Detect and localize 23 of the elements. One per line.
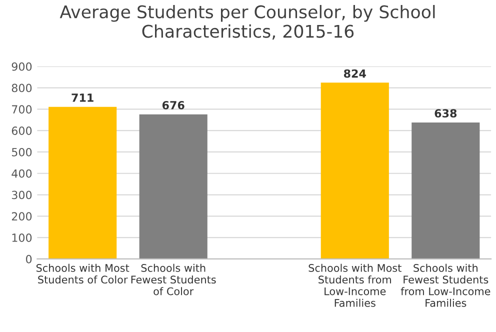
y-tick-label: 500 (12, 148, 32, 156)
bar (412, 122, 480, 259)
y-tick-label: 900 (12, 62, 32, 71)
y-tick-label: 600 (12, 126, 32, 135)
x-tick-label: Schools with Fewest Students of Color (131, 264, 216, 296)
data-label: 676 (162, 101, 184, 110)
x-tick-label: Schools with Most Students of Color (36, 264, 130, 284)
y-tick-label: 0 (26, 254, 32, 264)
x-tick-label: Schools with Fewest Students from Low-Income Families (400, 264, 490, 307)
x-tick-label: Schools with Most Students from Low-Income Families (308, 264, 402, 307)
chart-title: Average Students per Counselor, by School Characteristics, 2015-16 (60, 4, 435, 40)
y-tick-label: 700 (12, 105, 32, 114)
data-label: 824 (344, 69, 366, 78)
y-tick-label: 100 (12, 234, 32, 242)
data-label: 638 (434, 109, 457, 118)
y-tick-label: 400 (12, 169, 32, 178)
y-tick-label: 300 (12, 190, 32, 200)
bar (320, 82, 389, 259)
data-label: 711 (72, 94, 94, 102)
bar (48, 106, 117, 259)
y-tick-label: 800 (12, 84, 32, 92)
y-tick-label: 200 (12, 212, 32, 221)
bar (139, 114, 208, 259)
